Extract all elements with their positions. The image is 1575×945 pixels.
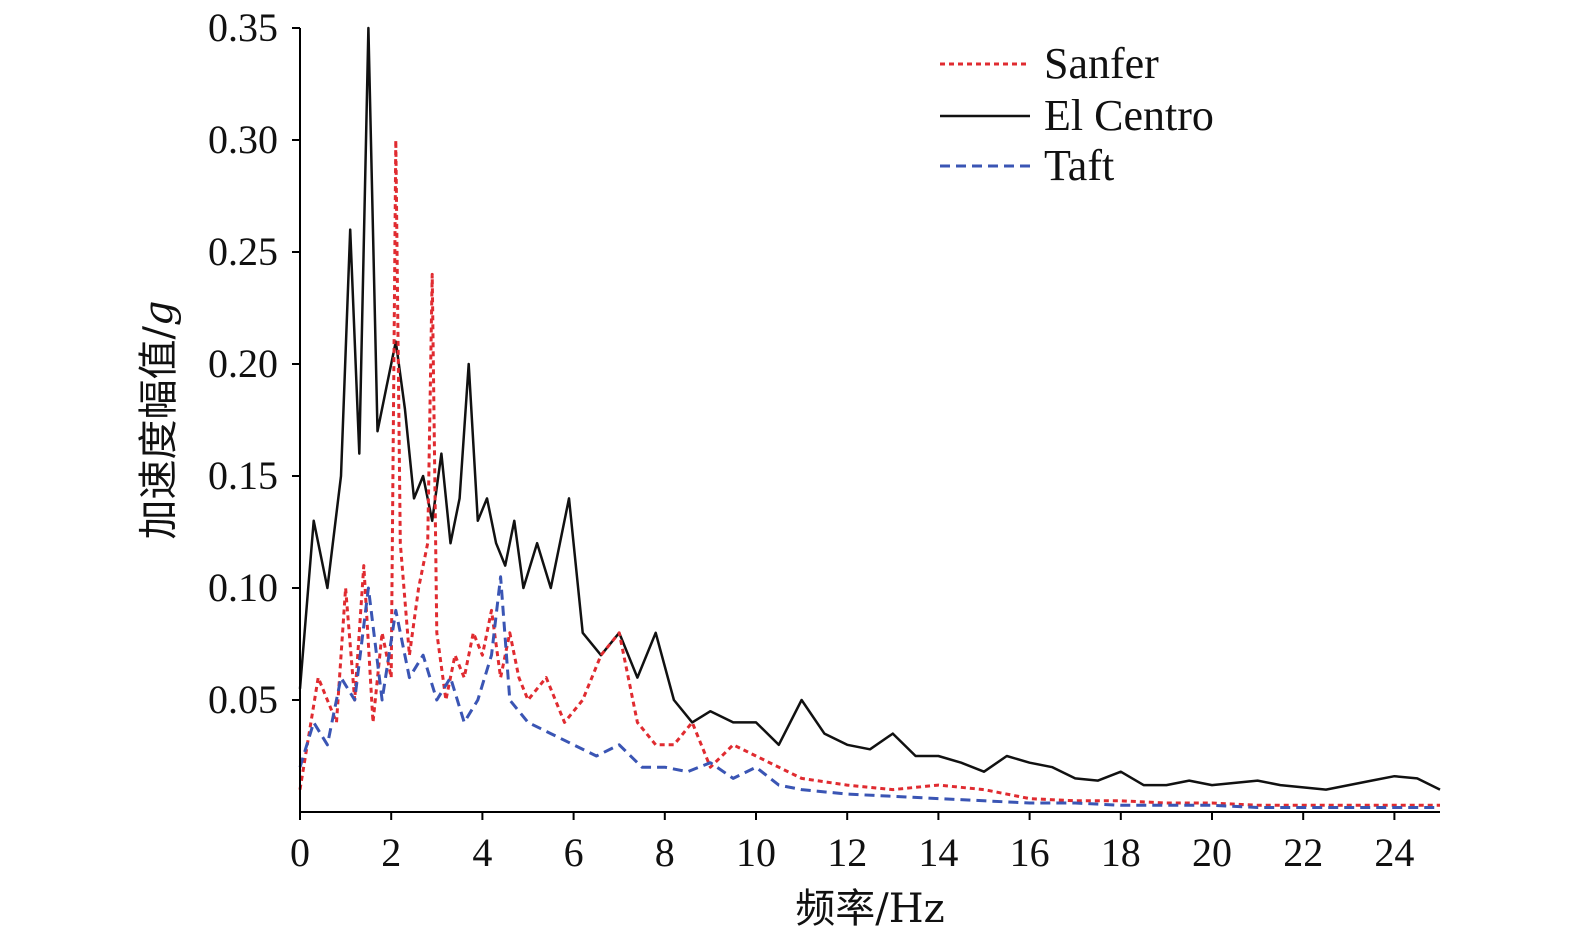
ticks-layer: 0 2 4 6 8 10 12 14 16 18 20 22 240.050.100.150.200.2… — [208, 5, 1414, 875]
y-tick-label: 0.10 — [208, 565, 278, 610]
y-axis-title-main: 加速度幅值/ — [136, 326, 182, 540]
legend-label-sanfer: Sanfer — [1044, 39, 1159, 88]
y-tick-label: 0.25 — [208, 229, 278, 274]
x-tick-label: 22 — [1283, 830, 1323, 875]
legend-label-el-centro: El Centro — [1044, 91, 1214, 140]
legend-label-taft: Taft — [1044, 141, 1114, 190]
x-tick-label: 24 — [1374, 830, 1414, 875]
x-axis-title: 频率/Hz — [795, 886, 944, 932]
series-line-el-centro — [298, 26, 1441, 791]
y-tick-label: 0.30 — [208, 117, 278, 162]
x-tick-label: 12 — [827, 830, 867, 875]
y-tick-label: 0.20 — [208, 341, 278, 386]
y-tick-label: 0.35 — [208, 5, 278, 50]
y-axis-title: 加速度幅值/g — [136, 300, 182, 539]
y-axis-title-unit: g — [136, 300, 182, 326]
y-tick-label: 0.15 — [208, 453, 278, 498]
y-tick-label: 0.05 — [208, 677, 278, 722]
x-tick-label: 18 — [1101, 830, 1141, 875]
x-tick-label: 14 — [918, 830, 958, 875]
axes-layer — [299, 28, 1440, 813]
series-line-taft — [298, 575, 1440, 809]
x-tick-label: 4 — [472, 830, 492, 875]
x-tick-label: 10 — [736, 830, 776, 875]
series-line-sanfer — [298, 138, 1440, 807]
x-tick-label: 6 — [564, 830, 584, 875]
x-tick-label: 2 — [381, 830, 401, 875]
x-tick-label: 8 — [655, 830, 675, 875]
series-layer — [298, 26, 1441, 809]
x-tick-label: 0 — [290, 830, 310, 875]
x-tick-label: 20 — [1192, 830, 1232, 875]
x-tick-label: 16 — [1010, 830, 1050, 875]
